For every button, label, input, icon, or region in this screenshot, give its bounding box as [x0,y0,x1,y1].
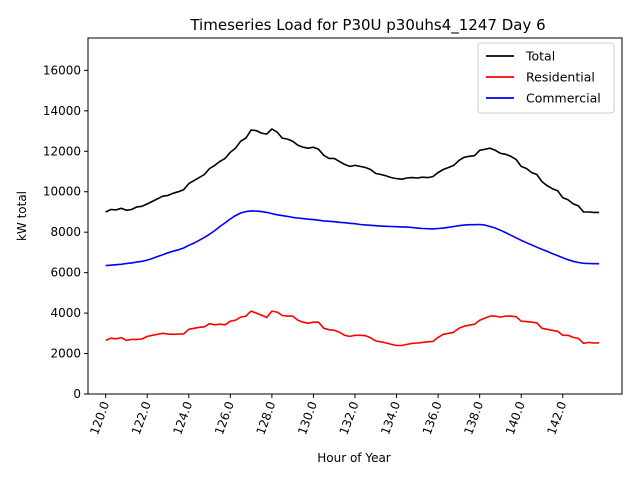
series-line-commercial [105,210,600,267]
y-tick-label: 8000 [50,225,81,239]
legend-label-residential: Residential [526,70,595,85]
x-axis-label: Hour of Year [317,451,391,465]
y-tick-label: 0 [73,387,81,401]
y-axis-label: kW total [15,191,29,241]
y-tick-label: 14000 [43,104,81,118]
legend: Total Residential Commercial [477,42,615,114]
y-tick-label: 6000 [50,266,81,280]
legend-label-total: Total [525,49,555,64]
chart-title: Timeseries Load for P30U p30uhs4_1247 Da… [189,16,545,35]
series-line-total [105,128,600,214]
y-tick-label: 10000 [43,185,81,199]
y-tick-label: 16000 [43,63,81,77]
series-layer [105,128,600,347]
legend-label-commercial: Commercial [526,91,601,106]
y-tick-label: 4000 [50,306,81,320]
legend-items: Total Residential Commercial [486,49,601,106]
legend-frame [477,42,615,114]
y-tick-label: 2000 [50,347,81,361]
y-tick-label: 12000 [43,144,81,158]
y-axis: 0 2000 4000 6000 8000 10000 12000 14000 16000 [43,63,88,401]
series-line-residential [105,310,600,347]
